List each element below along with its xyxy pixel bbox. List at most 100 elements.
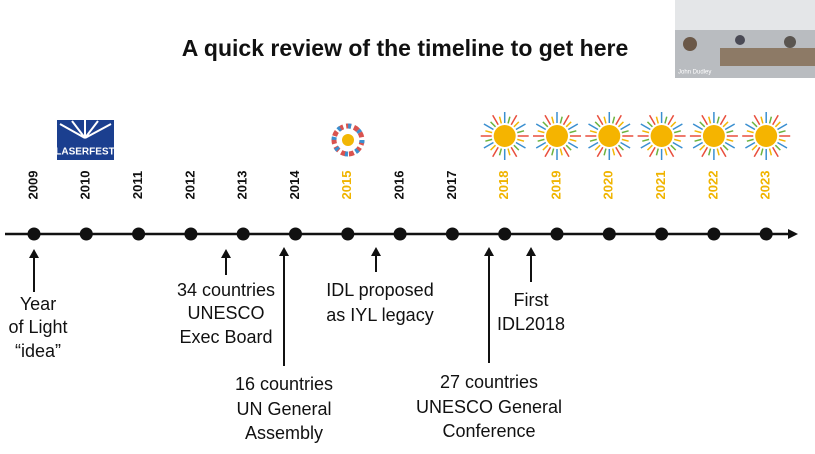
sun-ray	[611, 116, 616, 124]
sun-ray	[701, 114, 709, 126]
sun-ray	[510, 146, 518, 158]
sun-ray	[648, 114, 656, 126]
event-text: IDL2018	[497, 314, 565, 334]
sun-ray	[483, 123, 494, 131]
event-arrowhead	[279, 247, 289, 256]
sun-ray	[726, 138, 734, 142]
sun-ray	[588, 123, 599, 131]
sun-ray	[760, 148, 764, 156]
sun-ray	[716, 148, 720, 156]
sun-ray	[615, 114, 622, 126]
sun-ray	[603, 116, 607, 124]
sun-ray	[517, 138, 525, 142]
sun-ray	[719, 114, 727, 126]
sun-ray	[673, 138, 682, 142]
year-dot	[550, 227, 564, 241]
sun-ray	[716, 116, 720, 124]
sun-ray	[544, 146, 552, 158]
video-name: John Dudley	[678, 70, 711, 76]
iyl-ring-accent	[331, 123, 365, 157]
sun-ray	[535, 141, 547, 149]
year-dot	[184, 227, 198, 241]
video-person	[683, 37, 697, 51]
event-text: Year	[20, 294, 56, 314]
event-arrowhead	[526, 247, 536, 256]
event-text: Conference	[442, 421, 535, 441]
sun-ray	[621, 130, 629, 134]
laserfest-logo: LASERFEST	[55, 120, 115, 160]
video-thumbnail: John Dudley	[675, 0, 815, 78]
sun-ray	[490, 121, 497, 128]
sun-ray	[542, 144, 549, 151]
sun-ray	[542, 121, 549, 128]
event-text: UNESCO	[187, 303, 264, 323]
sun-ray	[490, 144, 497, 151]
year-dot	[79, 227, 93, 241]
sun-ray	[672, 141, 683, 149]
sun-ray	[498, 116, 503, 124]
year-dot	[759, 227, 773, 241]
year-dot	[498, 227, 512, 241]
event-text: “idea”	[15, 341, 61, 361]
event-text: Exec Board	[179, 327, 272, 347]
sun-ray	[664, 148, 668, 156]
event-text: UNESCO General	[416, 397, 562, 417]
sun-ray	[778, 130, 786, 134]
sun-ray	[594, 121, 601, 128]
year-dot	[655, 227, 669, 241]
sun-ray	[559, 116, 563, 124]
sun-ray	[778, 138, 786, 142]
sun-ray	[768, 116, 773, 124]
events: Year of Light “idea” 34 countries UNESCO Exec…	[8, 247, 565, 443]
sun-ray	[707, 148, 712, 156]
sun-disc	[650, 125, 673, 147]
sun-ray	[722, 121, 729, 128]
sun-ray	[507, 116, 511, 124]
sun-ray	[544, 114, 552, 126]
sun-ray	[517, 130, 525, 134]
sun-ray	[751, 121, 758, 128]
event-text: First	[514, 290, 549, 310]
sun-ray	[537, 130, 545, 134]
sun-ray	[515, 141, 526, 149]
iyl-center	[342, 134, 354, 146]
event-text: 27 countries	[440, 372, 538, 392]
year-label: 2014	[287, 170, 302, 200]
event-text: UN General	[236, 399, 331, 419]
event-text: 34 countries	[177, 280, 275, 300]
sun-ray	[774, 144, 781, 151]
sun-ray	[745, 141, 756, 149]
sun-ray	[745, 123, 756, 131]
sun-ray	[694, 130, 702, 134]
video-table	[720, 48, 815, 66]
sun-ray	[694, 138, 702, 142]
year-label: 2020	[601, 171, 616, 200]
sun-ray	[515, 123, 526, 131]
year-dot	[289, 227, 302, 241]
sun-ray	[753, 146, 761, 158]
logo-rays	[59, 120, 112, 139]
sun-ray	[565, 144, 572, 151]
sun-ray	[562, 114, 570, 126]
sun-ray	[777, 141, 788, 149]
sun-ray	[692, 123, 704, 131]
year-dot	[445, 227, 459, 241]
sun-ray	[513, 121, 520, 128]
years: 2009 2010 2011 2012 2013 2014 2015 2016 2017 2018…	[25, 170, 773, 241]
sun-ray	[670, 144, 677, 151]
year-dot	[393, 227, 407, 241]
sun-ray	[667, 146, 675, 158]
sun-ray	[485, 138, 493, 142]
sun-ray	[777, 123, 788, 131]
sun-ray	[655, 116, 659, 124]
sun-ray	[724, 141, 736, 149]
logo-text: LASERFEST	[55, 147, 114, 158]
year-label: 2023	[758, 171, 773, 200]
sun-ray	[692, 141, 704, 149]
sun-ray	[722, 144, 729, 151]
sun-ray	[537, 138, 545, 142]
sun-ray	[640, 123, 651, 131]
sun-disc	[702, 125, 725, 147]
sun-ray	[485, 130, 493, 134]
